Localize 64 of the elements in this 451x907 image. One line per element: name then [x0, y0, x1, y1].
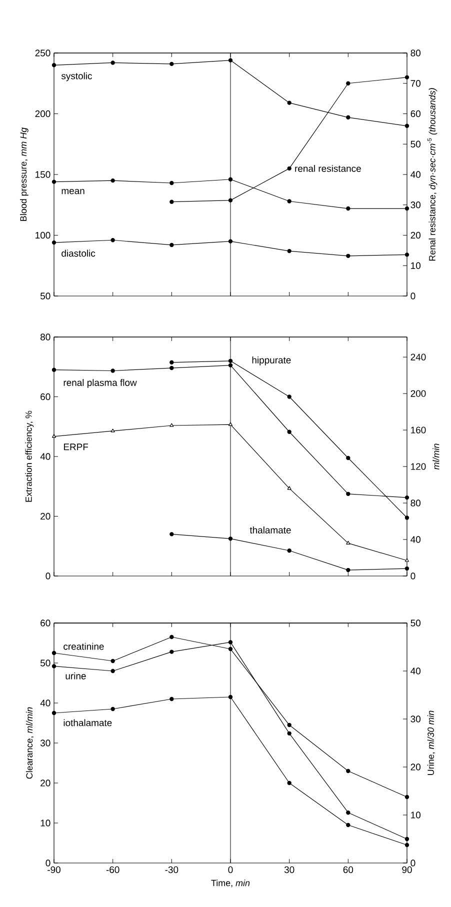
series-label: renal resistance [295, 164, 361, 172]
series-label: mean [62, 188, 84, 194]
y-tick-label: 40 [40, 453, 50, 460]
y-axis-title: Extraction efficiency, % [25, 410, 34, 502]
y2-tick-label: 40 [410, 668, 420, 674]
y-tick-label: 0 [46, 860, 50, 866]
series-label: urine [66, 672, 86, 680]
series-label: thalamate [250, 526, 291, 534]
y-tick-label: 50 [40, 292, 50, 300]
y2-tick-label: 10 [411, 812, 420, 818]
series-label: diastolic [62, 250, 96, 257]
y-axis-title: Blood pressure, mm Hg [20, 128, 28, 221]
y2-tick-label: 50 [410, 620, 420, 626]
y-tick-label: 100 [36, 232, 50, 239]
series-label: ERPF [64, 444, 88, 450]
y-tick-label: 20 [40, 512, 50, 520]
series-label: iothalamate [64, 719, 112, 726]
y2-tick-label: 50 [410, 140, 420, 148]
y-tick-label: 40 [40, 700, 50, 706]
y-axis-title: Clearance, ml/min [26, 707, 34, 779]
x-tick-label: -60 [106, 866, 120, 874]
y2-tick-label: 30 [410, 716, 420, 722]
x-axis-title: Time, min [211, 880, 250, 888]
y-tick-label: 60 [40, 620, 50, 626]
y2-tick-label: 60 [410, 110, 420, 118]
y2-tick-label: 40 [410, 171, 420, 178]
y2-tick-label: 30 [410, 202, 420, 208]
x-tick-label: 0 [228, 866, 233, 874]
x-tick-label: 30 [284, 866, 294, 874]
x-tick-label: -90 [48, 866, 60, 874]
y2-tick-label: 0 [410, 860, 416, 866]
x-tick-label: -30 [165, 866, 178, 874]
y2-tick-label: 20 [410, 764, 420, 770]
y-tick-label: 60 [40, 393, 50, 400]
y-tick-label: 10 [40, 820, 50, 826]
y2-tick-label: 120 [411, 463, 426, 470]
y2-tick-label: 160 [411, 426, 426, 434]
y2-tick-label: 0 [410, 572, 416, 580]
y2-tick-label: 0 [410, 292, 416, 300]
y-tick-label: 20 [40, 780, 50, 786]
y2-tick-label: 10 [411, 262, 420, 269]
y-tick-label: 200 [35, 110, 50, 118]
y2-tick-label: 80 [410, 50, 420, 56]
y2-tick-label: 40 [410, 536, 420, 543]
y-tick-label: 30 [40, 740, 50, 746]
y-tick-label: 50 [40, 660, 50, 666]
x-tick-label: 60 [343, 866, 354, 874]
series-label: systolic [61, 72, 92, 82]
y2-axis-title: Renal resistance, dyn·sec·cm$^{-5}$ (thousands) [427, 88, 438, 261]
y-tick-label: 0 [46, 572, 50, 580]
x-tick-label: 90 [402, 866, 412, 874]
y-tick-label: 150 [36, 171, 50, 178]
y2-tick-label: 20 [410, 232, 420, 239]
y2-tick-label: 80 [410, 500, 420, 506]
series-label: renal plasma flow [64, 379, 137, 388]
y2-axis-title: ml/min [432, 444, 440, 470]
y2-axis-title: Urine, ml/30 min [427, 710, 436, 775]
y-tick-label: 250 [35, 50, 50, 56]
y2-tick-label: 240 [410, 354, 426, 360]
y2-tick-label: 200 [410, 390, 426, 397]
y2-tick-label: 70 [410, 80, 420, 87]
series-label: creatinine [64, 642, 104, 650]
series-label: hippurate [252, 356, 291, 366]
y-tick-label: 80 [40, 334, 50, 340]
